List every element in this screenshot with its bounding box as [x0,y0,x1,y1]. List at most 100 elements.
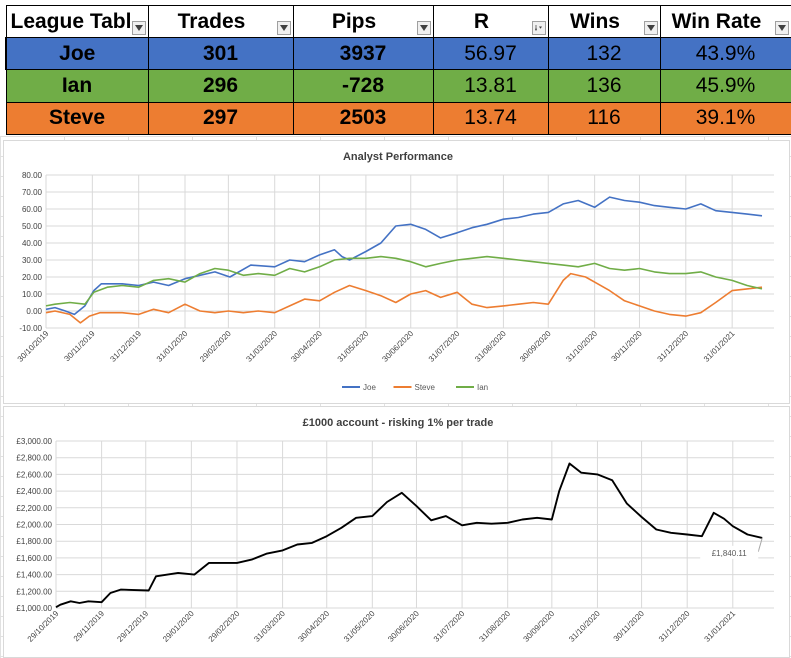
r-cell[interactable]: 56.97 [432,36,549,71]
pips-cell[interactable]: -728 [292,69,434,103]
x-tick-label: 31/03/2020 [244,329,279,364]
x-tick-label: 31/03/2020 [252,609,287,644]
analyst-name-cell[interactable]: Steve [5,101,149,136]
x-tick-label: 31/07/2020 [427,329,462,364]
x-tick-label: 31/08/2020 [477,609,512,644]
header-label: Pips [331,9,377,33]
x-tick-label: 31/01/2021 [703,609,738,644]
y-tick-label: £1,400.00 [16,571,52,580]
league-table-header-row: League Tabl Trades Pips R Wins Win Rate [5,5,791,38]
trades-cell[interactable]: 296 [147,69,294,103]
analyst-performance-chart[interactable]: Analyst Performance -10.00 0.00 10.00 20.00 3… [3,140,790,404]
x-tick-label: 30/10/2019 [16,329,51,364]
x-tick-label: 31/12/2020 [657,609,692,644]
y-tick-label: £2,200.00 [16,504,52,513]
filter-dropdown-icon[interactable] [774,21,789,35]
header-label: League Tabl [10,9,132,33]
x-tick-label: 30/11/2020 [610,329,645,364]
series-line-steve [45,272,763,324]
analyst-name-cell[interactable]: Joe [5,36,149,71]
x-tick-label: 30/04/2020 [289,329,324,364]
win-rate-cell[interactable]: 45.9% [659,69,791,103]
header-label: Trades [177,9,246,33]
header-pips: Pips [292,5,434,38]
x-tick-label: 30/09/2020 [518,329,553,364]
analyst-performance-chart-svg: Analyst Performance -10.00 0.00 10.00 20.00 3… [16,151,774,392]
y-tick-label: 40.00 [22,239,43,248]
table-row: Steve 297 2503 13.74 116 39.1% [5,101,791,136]
r-cell[interactable]: 13.74 [432,101,549,136]
win-rate-cell[interactable]: 43.9% [659,36,791,71]
x-tick-label: 30/04/2020 [296,609,331,644]
filter-dropdown-icon[interactable] [416,21,431,35]
header-win-rate: Win Rate [659,5,791,38]
y-tick-label: £2,600.00 [16,470,52,479]
x-tick-label: 31/10/2020 [564,329,599,364]
analyst-name-cell[interactable]: Ian [5,69,149,103]
x-tick-label: 31/05/2020 [342,609,377,644]
x-tick-label: 30/11/2019 [62,329,97,364]
y-tick-label: £1,600.00 [16,554,52,563]
filter-dropdown-icon[interactable] [276,21,291,35]
y-tick-label: 80.00 [22,171,43,180]
chart-title: Analyst Performance [343,151,453,163]
chart-title: £1000 account - risking 1% per trade [303,417,494,429]
header-r: R [432,5,549,38]
x-tick-label: 31/12/2019 [108,329,143,364]
x-tick-label: 31/12/2020 [656,329,691,364]
table-row: Ian 296 -728 13.81 136 45.9% [5,69,791,103]
y-tick-label: £3,000.00 [16,437,52,446]
header-label: Win Rate [671,9,762,33]
y-tick-label: 0.00 [26,307,42,316]
y-tick-label: £1,800.00 [16,537,52,546]
trades-cell[interactable]: 301 [147,36,294,71]
header-trades: Trades [147,5,294,38]
x-tick-label: 31/07/2020 [432,609,467,644]
y-tick-label: 50.00 [22,222,43,231]
x-tick-label: 31/08/2020 [473,329,508,364]
x-tick-label: 30/11/2020 [612,609,647,644]
header-league-table: League Tabl [5,5,149,38]
win-rate-cell[interactable]: 39.1% [659,101,791,136]
account-balance-chart-svg: £1000 account - risking 1% per trade £1,0… [16,417,774,644]
wins-cell[interactable]: 116 [547,101,661,136]
filter-dropdown-icon[interactable] [643,21,658,35]
wins-cell[interactable]: 132 [547,36,661,71]
header-label: Wins [570,9,620,33]
x-tick-label: 30/06/2020 [380,329,415,364]
filter-dropdown-icon[interactable] [131,21,146,35]
y-tick-label: 60.00 [22,205,43,214]
legend-label-ian: Ian [477,383,488,392]
legend-label-steve: Steve [415,383,436,392]
sort-descending-filter-icon[interactable] [531,21,546,35]
x-tick-label: 31/01/2020 [155,329,190,364]
y-tick-label: -10.00 [19,324,42,333]
pips-cell[interactable]: 2503 [292,101,434,136]
header-wins: Wins [547,5,661,38]
x-tick-label: 29/02/2020 [207,609,242,644]
x-tick-label: 30/09/2020 [522,609,557,644]
series-line-joe [45,196,763,316]
x-tick-label: 29/10/2019 [26,609,61,644]
table-row: Joe 301 3937 56.97 132 43.9% [5,36,791,71]
x-tick-label: 30/06/2020 [386,609,421,644]
league-table: League Tabl Trades Pips R Wins Win Rate [5,5,791,136]
x-tick-label: 31/10/2020 [567,609,602,644]
series-line-ian [45,255,763,307]
account-balance-chart[interactable]: £1000 account - risking 1% per trade £1,0… [3,406,790,658]
r-cell[interactable]: 13.81 [432,69,549,103]
trades-cell[interactable]: 297 [147,101,294,136]
pips-cell[interactable]: 3937 [292,36,434,71]
y-tick-label: £1,000.00 [16,604,52,613]
y-tick-label: £2,800.00 [16,454,52,463]
final-balance-label: £1,840.11 [712,549,748,558]
y-tick-label: 20.00 [22,273,43,282]
x-tick-label: 31/05/2020 [336,329,371,364]
y-tick-label: £2,000.00 [16,521,52,530]
wins-cell[interactable]: 136 [547,69,661,103]
series-line-account [55,462,763,609]
header-label: R [473,9,490,33]
x-tick-label: 29/02/2020 [198,329,233,364]
y-tick-label: £1,200.00 [16,587,52,596]
x-tick-label: 29/11/2019 [72,609,107,644]
